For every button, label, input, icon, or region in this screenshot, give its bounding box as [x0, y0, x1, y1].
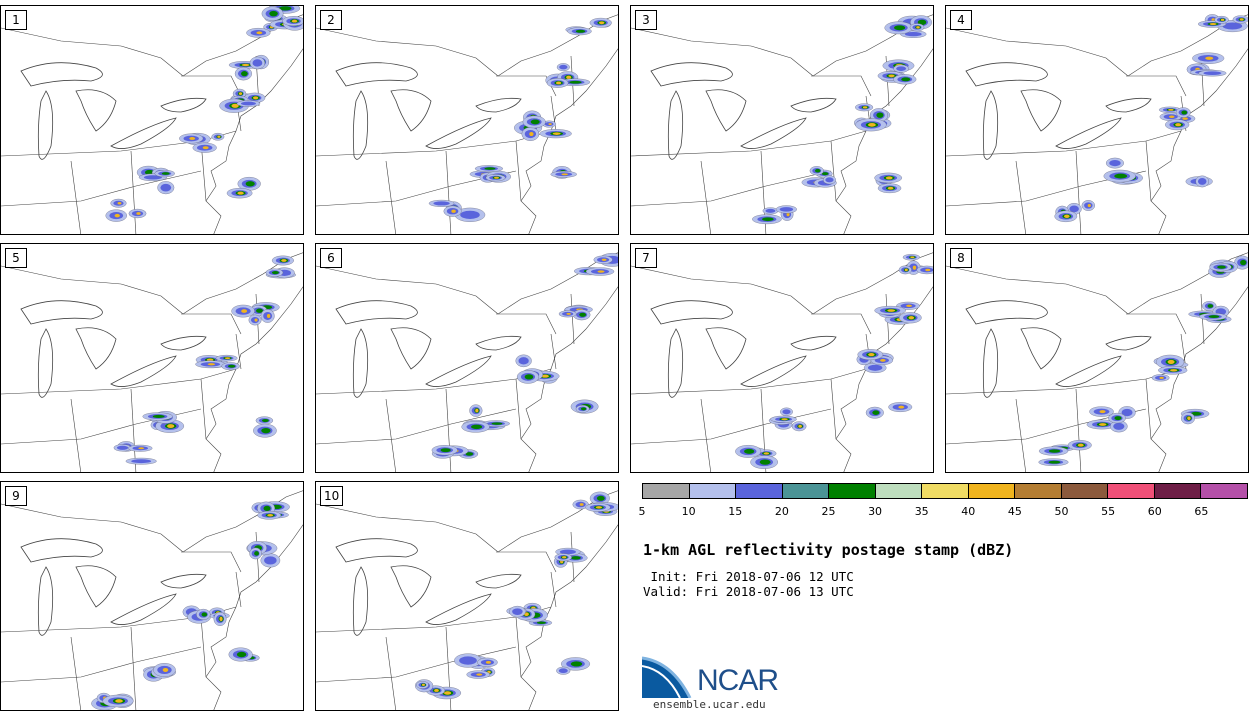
reflectivity-map [631, 14, 933, 234]
colorbar-tick-label: 45 [1007, 505, 1022, 518]
reflectivity-colorbar [642, 483, 1248, 499]
reflectivity-map [631, 252, 933, 472]
colorbar-segment [922, 484, 969, 498]
colorbar-tick-label: 60 [1147, 505, 1162, 518]
colorbar-tick-label: 50 [1054, 505, 1069, 518]
init-time: Init: Fri 2018-07-06 12 UTC [643, 569, 854, 584]
map-panel: 4 [945, 5, 1249, 235]
panel-number: 9 [5, 486, 27, 506]
site-url: ensemble.ucar.edu [653, 698, 766, 711]
colorbar-tick-label: 40 [961, 505, 976, 518]
map-panel: 1 [0, 5, 304, 235]
map-panel: 9 [0, 481, 304, 711]
panel-number: 8 [950, 248, 972, 268]
panel-number: 2 [320, 10, 342, 30]
panel-number: 5 [5, 248, 27, 268]
colorbar-segment [782, 484, 830, 498]
map-panel: 2 [315, 5, 619, 235]
colorbar-segment [1108, 484, 1155, 498]
panel-number: 10 [320, 486, 344, 506]
panel-number: 3 [635, 10, 657, 30]
map-panel: 10 [315, 481, 619, 711]
map-panel: 7 [630, 243, 934, 473]
colorbar-tick-label: 55 [1101, 505, 1116, 518]
colorbar-segment [968, 484, 1016, 498]
panel-number: 6 [320, 248, 342, 268]
colorbar-segment [1201, 484, 1247, 498]
ncar-wordmark: NCAR [697, 664, 779, 697]
colorbar-tick-label: 35 [914, 505, 929, 518]
colorbar-segment [1015, 484, 1062, 498]
colorbar-tick-label: 20 [774, 505, 789, 518]
colorbar-segment [736, 484, 783, 498]
colorbar-tick-label: 65 [1194, 505, 1209, 518]
colorbar-segment [875, 484, 923, 498]
colorbar-tick-label: 5 [638, 505, 646, 518]
colorbar-ticks: 5 10 15 20 25 30 35 40 45 50 55 60 65 [638, 505, 1248, 519]
map-panel: 8 [945, 243, 1249, 473]
panel-number: 4 [950, 10, 972, 30]
ncar-logo-icon [642, 656, 692, 698]
reflectivity-map [1, 490, 303, 710]
colorbar-tick-label: 25 [821, 505, 836, 518]
reflectivity-map [946, 252, 1248, 472]
reflectivity-map [1, 6, 303, 234]
reflectivity-map [316, 14, 618, 234]
reflectivity-map [316, 252, 618, 472]
colorbar-tick-label: 15 [728, 505, 743, 518]
reflectivity-map [1, 252, 303, 472]
colorbar-segment [689, 484, 737, 498]
colorbar-segment [643, 484, 690, 498]
colorbar-segment [1061, 484, 1109, 498]
valid-time: Valid: Fri 2018-07-06 13 UTC [643, 584, 854, 599]
reflectivity-map [946, 14, 1248, 234]
panel-number: 7 [635, 248, 657, 268]
colorbar-segment [1154, 484, 1202, 498]
map-panel: 6 [315, 243, 619, 473]
map-panel: 3 [630, 5, 934, 235]
colorbar-segment [829, 484, 876, 498]
panel-number: 1 [5, 10, 27, 30]
colorbar-tick-label: 30 [868, 505, 883, 518]
reflectivity-map [316, 490, 618, 710]
map-panel: 5 [0, 243, 304, 473]
chart-title: 1-km AGL reflectivity postage stamp (dBZ… [643, 541, 1014, 559]
colorbar-tick-label: 10 [681, 505, 696, 518]
